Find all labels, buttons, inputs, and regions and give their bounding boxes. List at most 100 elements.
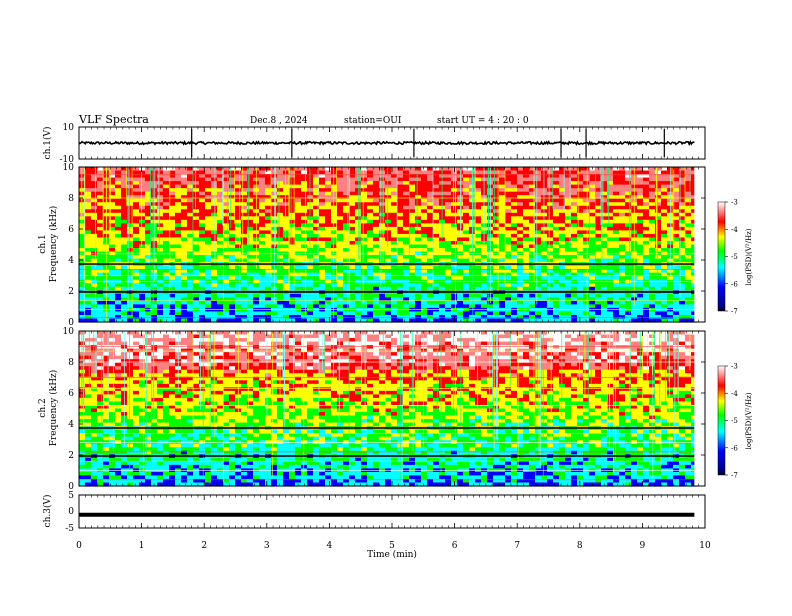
spectrogram-cell [337,241,344,245]
spectrogram-cell [589,227,596,231]
spectrogram-cell [211,230,218,234]
spectrogram-cell [181,230,188,234]
spectrogram-cell [463,308,470,312]
spectrogram-cell [367,227,374,231]
spectrogram-cell [499,287,506,291]
spectrogram-cell [115,192,122,196]
spectrogram-cell [673,276,680,280]
spectrogram-cell [199,199,206,203]
spectrogram-cell [301,311,308,315]
spectrogram-cell [205,276,212,280]
spectrogram-cell [391,216,398,220]
spectrogram-cell [427,335,434,339]
spectrogram-cell [217,230,224,234]
spectrogram-cell [409,294,416,298]
spectrogram-cell [295,234,302,238]
spectrogram-cell [139,255,146,259]
spectrogram-cell [223,206,230,210]
spectrogram-cell [667,287,674,291]
spectrogram-cell [325,255,332,259]
spectrogram-cell [619,304,626,308]
spectrogram-cell [625,223,632,227]
spectrogram-cell [685,206,692,210]
spectrogram-cell [313,195,320,199]
spectrogram-cell [523,297,530,301]
spectrogram-cell [451,304,458,308]
spectrogram-cell [199,178,206,182]
spectrogram-cell [559,297,566,301]
spectrogram-cell [499,245,506,249]
spectrogram-cell [565,311,572,315]
spectrogram-cell [427,294,434,298]
spectrogram-cell [583,304,590,308]
spectrogram-cell [235,181,242,185]
spectrogram-cell [493,259,500,263]
spectrogram-cell [391,245,398,249]
spectrogram-cell [115,248,122,252]
spectrogram-cell [319,230,326,234]
spectrogram-cell [403,311,410,315]
spectrogram-cell [523,311,530,315]
spectrogram-cell [139,294,146,298]
spectrogram-cell [511,294,518,298]
spectrogram-cell [187,297,194,301]
spectrogram-cell [463,185,470,189]
spectrogram-cell [367,216,374,220]
spectrogram-cell [181,308,188,312]
spectrogram-cell [235,245,242,249]
spectrogram-cell [619,245,626,249]
spectrogram-cell [115,234,122,238]
spectrogram-cell [223,234,230,238]
spectrogram-cell [415,227,422,231]
spectrogram-cell [649,255,656,259]
spectrogram-cell [565,230,572,234]
spectrogram-cell [301,181,308,185]
spectrogram-cell [187,230,194,234]
spectrogram-cell [229,227,236,231]
spectrogram-cell [499,311,506,315]
spectrogram-cell [373,245,380,249]
figure-title: VLF Spectra [78,113,149,126]
spectrogram-cell [685,192,692,196]
spectrogram-cell [565,259,572,263]
spectrogram-cell [511,241,518,245]
spectrogram-cell [223,241,230,245]
spectrogram-cell [343,255,350,259]
spectrogram-cell [211,304,218,308]
spectrogram-cell [643,245,650,249]
spectrogram-cell [331,338,338,342]
spectrogram-cell [115,230,122,234]
spectrogram-cell [535,273,542,277]
spectrogram-cell [367,213,374,217]
spectrogram-cell [385,304,392,308]
spectrogram-cell [193,185,200,189]
spectrogram-cell [433,185,440,189]
spectrogram-cell [679,308,686,312]
spectrogram-cell [241,304,248,308]
spectrogram-cell [481,331,488,335]
spectrogram-cell [109,331,116,335]
spectrogram-cell [163,181,170,185]
spectrogram-cell [553,276,560,280]
spectrogram-cell [613,223,620,227]
spectrogram-cell [139,216,146,220]
spectrogram-cell [637,192,644,196]
spectrogram-cell [619,199,626,203]
spectrogram-cell [91,185,98,189]
spectrogram-cell [187,199,194,203]
spectrogram-cell [637,216,644,220]
spectrogram-cell [511,209,518,213]
spectrogram-cell [445,311,452,315]
spectrogram-cell [565,301,572,305]
spectrogram-cell [343,335,350,339]
spectrogram-cell [253,294,260,298]
spectrogram-cell [661,188,668,192]
spectrogram-cell [451,273,458,277]
spectrogram-cell [223,331,230,335]
spectrogram-cell [601,276,608,280]
spectrogram-cell [295,202,302,206]
spectrogram-cell [397,171,404,175]
spectrogram-cell [85,276,92,280]
spectrogram-cell [325,234,332,238]
